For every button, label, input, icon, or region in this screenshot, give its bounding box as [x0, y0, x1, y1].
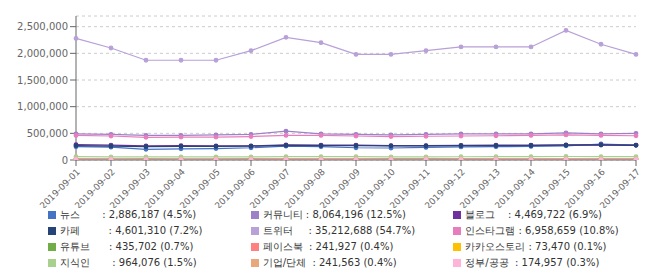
html-text:정부/공공 : 174,957 (0.3%): 정부/공공 : 174,957 (0.3%): [465, 257, 600, 268]
html-text:기업/단체 : 241,563 (0.4%): 기업/단체 : 241,563 (0.4%): [262, 257, 397, 268]
html-text:뉴스 : 2,886,187 (4.5%): 뉴스 : 2,886,187 (4.5%): [60, 209, 197, 220]
svg-text:2,500,000: 2,500,000: [17, 21, 68, 32]
svg-text:1,000,000: 1,000,000: [17, 101, 68, 112]
svg-text:500,000: 500,000: [27, 128, 68, 139]
html-text:블로그 : 4,469,722 (6.9%): 블로그 : 4,469,722 (6.9%): [465, 209, 602, 220]
svg-text:1,500,000: 1,500,000: [17, 75, 68, 86]
html-text:인스타그램 : 6,958,659 (10.8%): 인스타그램 : 6,958,659 (10.8%): [465, 225, 619, 236]
svg-text:2019-09-17: 2019-09-17: [598, 167, 642, 208]
svg-text:0: 0: [62, 155, 68, 166]
svg-text:2,000,000: 2,000,000: [17, 48, 68, 59]
html-text:페이스북 : 241,927 (0.4%): 페이스북 : 241,927 (0.4%): [262, 241, 394, 252]
html-text:지식인 : 964,076 (1.5%): 지식인 : 964,076 (1.5%): [60, 257, 197, 268]
html-text:카카오스토리 : 73,470 (0.1%): 카카오스토리 : 73,470 (0.1%): [465, 241, 607, 252]
html-text:카페 : 4,601,310 (7.2%): 카페 : 4,601,310 (7.2%): [60, 225, 203, 236]
html-text:유튜브 : 435,702 (0.7%): 유튜브 : 435,702 (0.7%): [60, 241, 194, 252]
html-text:트위터 : 35,212,688 (54.7%): 트위터 : 35,212,688 (54.7%): [262, 225, 416, 236]
html-text:커뮤니티 : 8,064,196 (12.5%): 커뮤니티 : 8,064,196 (12.5%): [262, 209, 406, 220]
